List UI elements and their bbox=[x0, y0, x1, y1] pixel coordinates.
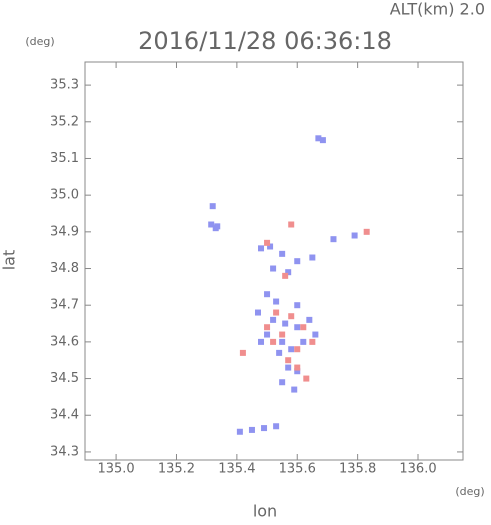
radar-point bbox=[294, 258, 301, 265]
radar-point bbox=[288, 346, 295, 353]
radar-point bbox=[303, 375, 310, 382]
radar-point bbox=[294, 346, 301, 353]
radar-point bbox=[276, 349, 283, 356]
altitude-label: ALT(km) 2.0 bbox=[390, 0, 485, 19]
radar-point bbox=[282, 272, 289, 279]
radar-point bbox=[270, 265, 277, 272]
radar-point bbox=[209, 203, 216, 210]
radar-point bbox=[294, 324, 301, 331]
x-tick-label: 135.2 bbox=[158, 462, 195, 477]
radar-point bbox=[264, 239, 271, 246]
radar-point bbox=[363, 228, 370, 235]
radar-point bbox=[264, 331, 271, 338]
plot-frame bbox=[84, 61, 464, 461]
y-tick-label: 34.7 bbox=[50, 298, 79, 313]
y-unit: (deg) bbox=[25, 35, 54, 48]
radar-point bbox=[309, 338, 316, 345]
radar-point bbox=[279, 338, 286, 345]
radar-point bbox=[319, 137, 326, 144]
y-tick-label: 34.9 bbox=[50, 224, 79, 239]
radar-point bbox=[273, 423, 280, 430]
x-tick-label: 135.0 bbox=[97, 462, 134, 477]
y-tick-label: 34.5 bbox=[50, 371, 79, 386]
radar-point bbox=[248, 426, 255, 433]
x-tick-label: 135.6 bbox=[279, 462, 316, 477]
y-tick-label: 34.3 bbox=[50, 444, 79, 459]
radar-point bbox=[312, 331, 319, 338]
y-tick-label: 34.8 bbox=[50, 261, 79, 276]
radar-point bbox=[285, 364, 292, 371]
x-tick-label: 135.8 bbox=[339, 462, 376, 477]
radar-point bbox=[300, 324, 307, 331]
radar-point bbox=[294, 364, 301, 371]
x-unit: (deg) bbox=[455, 485, 484, 498]
y-tick-label: 35.1 bbox=[50, 151, 79, 166]
x-tick-label: 136.0 bbox=[399, 462, 436, 477]
radar-point bbox=[267, 243, 274, 250]
radar-point bbox=[273, 298, 280, 305]
radar-point bbox=[270, 316, 277, 323]
y-tick-label: 35.0 bbox=[50, 188, 79, 203]
radar-point bbox=[285, 269, 292, 276]
radar-point bbox=[279, 379, 286, 386]
radar-point bbox=[351, 232, 358, 239]
x-axis-label: lon bbox=[253, 502, 277, 521]
radar-point bbox=[208, 221, 215, 228]
radar-point bbox=[294, 368, 301, 375]
radar-point bbox=[315, 135, 322, 142]
y-tick-label: 35.2 bbox=[50, 114, 79, 129]
radar-point bbox=[279, 250, 286, 257]
radar-point bbox=[261, 425, 268, 432]
radar-point bbox=[288, 221, 295, 228]
radar-point bbox=[291, 386, 298, 393]
radar-point bbox=[214, 223, 221, 230]
radar-point bbox=[264, 291, 271, 298]
radar-point bbox=[282, 320, 289, 327]
radar-point bbox=[258, 245, 265, 252]
radar-point bbox=[239, 349, 246, 356]
radar-point bbox=[236, 428, 243, 435]
radar-point bbox=[254, 309, 261, 316]
y-axis-label: lat bbox=[0, 250, 19, 271]
chart-title: 2016/11/28 06:36:18 bbox=[138, 27, 392, 55]
radar-point bbox=[270, 338, 277, 345]
radar-point bbox=[258, 338, 265, 345]
radar-point bbox=[288, 313, 295, 320]
x-tick-label: 135.4 bbox=[218, 462, 255, 477]
y-tick-label: 34.4 bbox=[50, 408, 79, 423]
radar-point bbox=[306, 316, 313, 323]
radar-point bbox=[330, 236, 337, 243]
radar-point bbox=[309, 254, 316, 261]
radar-point bbox=[264, 324, 271, 331]
radar-point bbox=[279, 331, 286, 338]
y-tick-label: 34.6 bbox=[50, 334, 79, 349]
radar-point bbox=[285, 357, 292, 364]
radar-point bbox=[300, 338, 307, 345]
y-tick-label: 35.3 bbox=[50, 78, 79, 93]
radar-point bbox=[294, 302, 301, 309]
radar-point bbox=[273, 309, 280, 316]
